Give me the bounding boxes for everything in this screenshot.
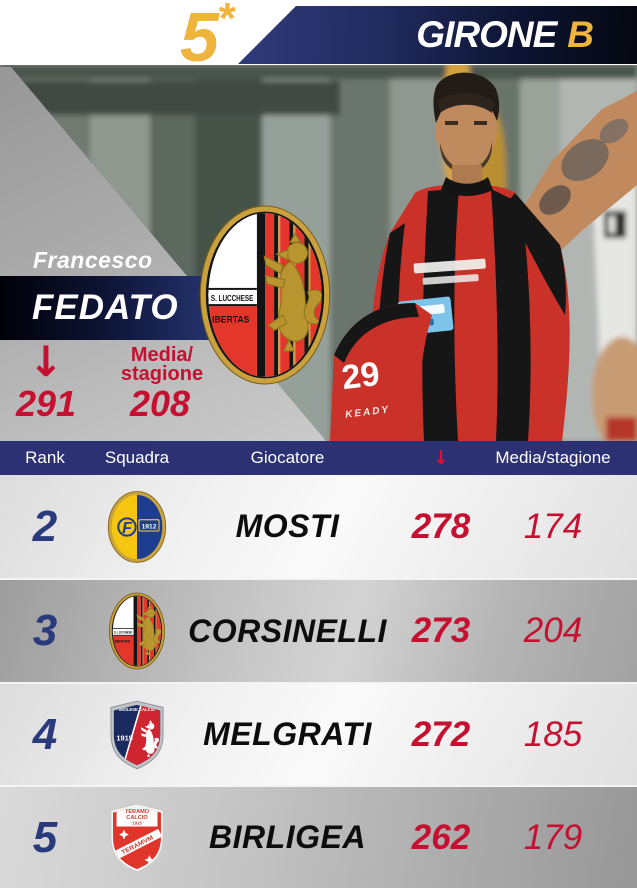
row-drop-value: 278 [411,506,471,546]
down-arrow-icon: ↓ [28,337,64,386]
table-row: 4 IMOLESE CALCIO 1919 MELGRATI 272 [0,682,637,785]
row-drop-value: 262 [411,817,471,857]
svg-text:F: F [122,520,133,537]
svg-text:LIBERTAS: LIBERTAS [112,639,130,644]
jersey-brand: KEADY [345,404,391,420]
player-last-name: FEDATO [32,288,179,327]
modena-logo: F 1912 [104,475,170,578]
header-team: Squadra [104,448,170,467]
imolese-logo-title: IMOLESE CALCIO [119,707,155,713]
row-media-value: 204 [523,611,583,650]
row-drop-value: 272 [411,714,471,754]
rank-badge: 5* [180,0,234,77]
svg-text:A. S. LUCCHESE: A. S. LUCCHESE [111,631,133,635]
media-stat-value: 208 [129,383,191,424]
teramo-logo: TERAMO CALCIO · 1913 · TERAMVM [104,787,170,888]
teramo-logo-year: · 1913 · [130,820,145,825]
row-media-value: 185 [523,714,583,754]
header-rank: Rank [25,448,65,467]
header: 5* GIRONE B [0,0,637,76]
leaderboard: 2 F 1912 MOSTI 278 174 [0,475,637,888]
media-stagione-label: Media/ stagione [120,344,204,385]
banner-title: GIRONE [416,14,557,55]
player-first-name: Francesco [33,247,153,273]
lucchese-logo: A. S. LUCCHESE LIBERTAS [104,580,170,682]
row-media-value: 174 [523,506,583,546]
row-rank: 3 [32,606,58,655]
row-player: CORSINELLI [188,612,387,649]
table-header: Rank Squadra Giocatore ↓ Media/stagione [0,441,637,475]
imolese-logo-year: 1919 [116,733,133,742]
table-row: 5 TERAMO CALCIO · 1913 · TERAMVM [0,785,637,888]
player-photo-card: 29 KEADY Francesco FEDATO ↓ Media/ stagi… [0,65,637,441]
row-player: BIRLIGEA [209,819,366,855]
imolese-logo: IMOLESE CALCIO 1919 [104,684,170,785]
row-rank: 4 [32,709,58,759]
crest-club-name: A. S. LUCCHESE [203,293,254,303]
jersey-number: 29 [340,355,382,397]
teramo-logo-title: TERAMO [125,808,150,814]
row-player: MOSTI [235,508,340,544]
row-drop-value: 273 [411,611,471,650]
teramo-logo-subtitle: CALCIO [126,815,148,821]
badge-star: * [216,0,235,43]
header-down-arrow-icon: ↓ [433,447,449,469]
drop-stat-value: 291 [15,383,77,424]
crest-motto: LIBERTAS [207,314,249,324]
table-row: 3 [0,578,637,682]
banner-accent: B [567,14,594,55]
row-rank: 2 [32,501,58,551]
table-row: 2 F 1912 MOSTI 278 174 [0,475,637,578]
player-figure: 29 KEADY [330,72,637,441]
lucchese-crest: A. S. LUCCHESE LIBERTAS [199,205,331,385]
badge-number: 5 [180,0,219,76]
header-player: Giocatore [250,448,325,467]
girone-banner: GIRONE B [238,6,637,64]
row-media-value: 179 [523,817,583,857]
header-media: Media/stagione [495,448,611,467]
row-player: MELGRATI [203,716,372,752]
modena-logo-year: 1912 [142,523,157,530]
row-rank: 5 [32,812,58,862]
